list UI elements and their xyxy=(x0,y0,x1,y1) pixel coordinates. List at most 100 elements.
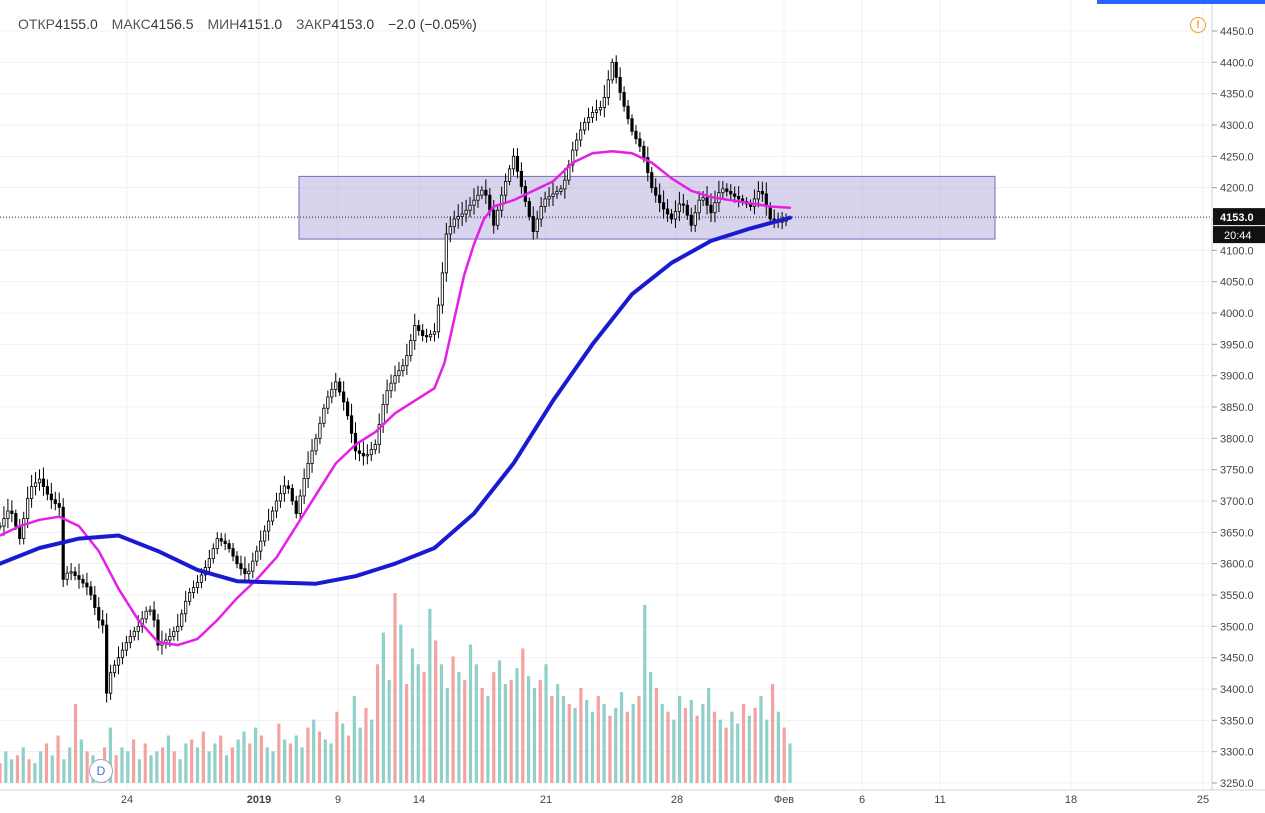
candle-body xyxy=(326,396,330,409)
candle-body xyxy=(725,188,729,192)
candle-body xyxy=(172,630,176,637)
candle-body xyxy=(496,209,500,226)
candle-body xyxy=(22,518,26,540)
volume-bar xyxy=(79,739,83,783)
candle-body xyxy=(191,587,196,593)
candle-body xyxy=(662,202,666,210)
volume-bar xyxy=(776,711,780,783)
candle-body xyxy=(274,500,279,512)
candle-body xyxy=(650,172,654,189)
candle-body xyxy=(270,510,275,522)
candle-body xyxy=(689,214,693,226)
volume-bar xyxy=(271,751,275,783)
volume-bar xyxy=(0,763,2,783)
volume-bar xyxy=(364,707,368,783)
candle-body xyxy=(405,355,409,367)
volume-bar xyxy=(631,703,635,783)
volume-bar xyxy=(416,664,420,783)
volume-bar xyxy=(4,751,8,783)
volume-bar xyxy=(457,672,461,783)
volume-bar xyxy=(85,751,89,783)
candle-body xyxy=(255,550,259,562)
candle-body xyxy=(377,424,381,445)
candle-body xyxy=(559,188,563,192)
candle-body xyxy=(0,525,2,528)
warning-icon[interactable]: ! xyxy=(1190,17,1206,33)
volume-bar xyxy=(149,755,153,783)
volume-bar xyxy=(422,672,426,783)
price-tick-label: 3950.0 xyxy=(1220,339,1254,351)
low-value: 4151.0 xyxy=(239,16,283,32)
price-axis[interactable]: 3250.0 3300.0 3350.0 3400.0 3450.0 3500.0 3550… xyxy=(1211,0,1265,790)
volume-bar xyxy=(207,751,211,783)
volume-bar xyxy=(724,727,728,783)
candle-body xyxy=(286,485,290,489)
price-tick-label: 4450.0 xyxy=(1220,26,1254,38)
volume-bar xyxy=(579,688,583,783)
current-price-tag xyxy=(1213,208,1265,226)
volume-bar xyxy=(637,695,641,783)
volume-bar xyxy=(352,695,356,783)
volume-bar xyxy=(329,743,333,783)
volume-bar xyxy=(532,688,537,783)
candle-body xyxy=(132,630,136,637)
volume-bar xyxy=(782,727,786,783)
volume-bar xyxy=(161,747,165,783)
candle-body xyxy=(709,204,713,214)
volume-bar xyxy=(195,747,200,783)
candle-body xyxy=(148,609,152,612)
candle-body xyxy=(219,538,223,542)
candle-body xyxy=(120,649,125,659)
volume-bar xyxy=(375,664,380,783)
current-price-label: 4153.0 xyxy=(1220,212,1254,224)
candle-body xyxy=(112,664,117,674)
price-tick-label: 3450.0 xyxy=(1220,653,1254,665)
countdown-tag xyxy=(1213,226,1265,244)
candle-body xyxy=(73,571,77,576)
volume-bar xyxy=(672,719,676,783)
volume-bar xyxy=(44,743,49,783)
candle-body xyxy=(290,488,294,502)
dividend-badge[interactable]: D xyxy=(89,759,113,783)
volume-bar xyxy=(73,703,78,783)
volume-bar xyxy=(306,727,310,783)
high-value: 4156.5 xyxy=(150,16,194,32)
volume-bar xyxy=(521,648,525,783)
candle-body xyxy=(575,139,579,151)
volume-bar xyxy=(497,660,502,783)
candle-body xyxy=(65,572,69,580)
candle-body xyxy=(235,555,239,565)
candle-body xyxy=(440,272,445,306)
volume-bar xyxy=(480,688,484,783)
candle-body xyxy=(444,233,448,274)
time-axis[interactable]: 24 2019 9 14 21 28 Фев 6 11 18 25 xyxy=(0,789,1265,806)
time-tick-label: Фев xyxy=(774,794,794,806)
candle-body xyxy=(330,389,334,398)
candle-body xyxy=(622,92,626,107)
candle-body xyxy=(41,478,46,487)
candle-body xyxy=(49,493,53,501)
candle-body xyxy=(97,607,101,621)
candle-body xyxy=(531,216,535,232)
candle-body xyxy=(484,189,488,196)
candle-body xyxy=(318,422,322,439)
candle-body xyxy=(57,503,61,508)
range-rectangle[interactable] xyxy=(298,175,996,240)
candle-body xyxy=(488,194,492,211)
volume-bar xyxy=(660,703,664,783)
candle-body xyxy=(144,610,148,620)
candle-body xyxy=(677,203,682,212)
price-tick-label: 4250.0 xyxy=(1220,151,1254,163)
candle-body xyxy=(654,187,658,196)
volume-bar xyxy=(689,699,693,783)
volume-bar xyxy=(759,695,763,783)
volume-bar xyxy=(509,680,513,783)
volume-bar xyxy=(172,751,176,783)
volume-bar xyxy=(434,640,438,783)
volume-bar xyxy=(265,747,269,783)
candle-body xyxy=(93,594,97,608)
candle-body xyxy=(180,613,184,627)
volume-bar xyxy=(312,719,316,783)
